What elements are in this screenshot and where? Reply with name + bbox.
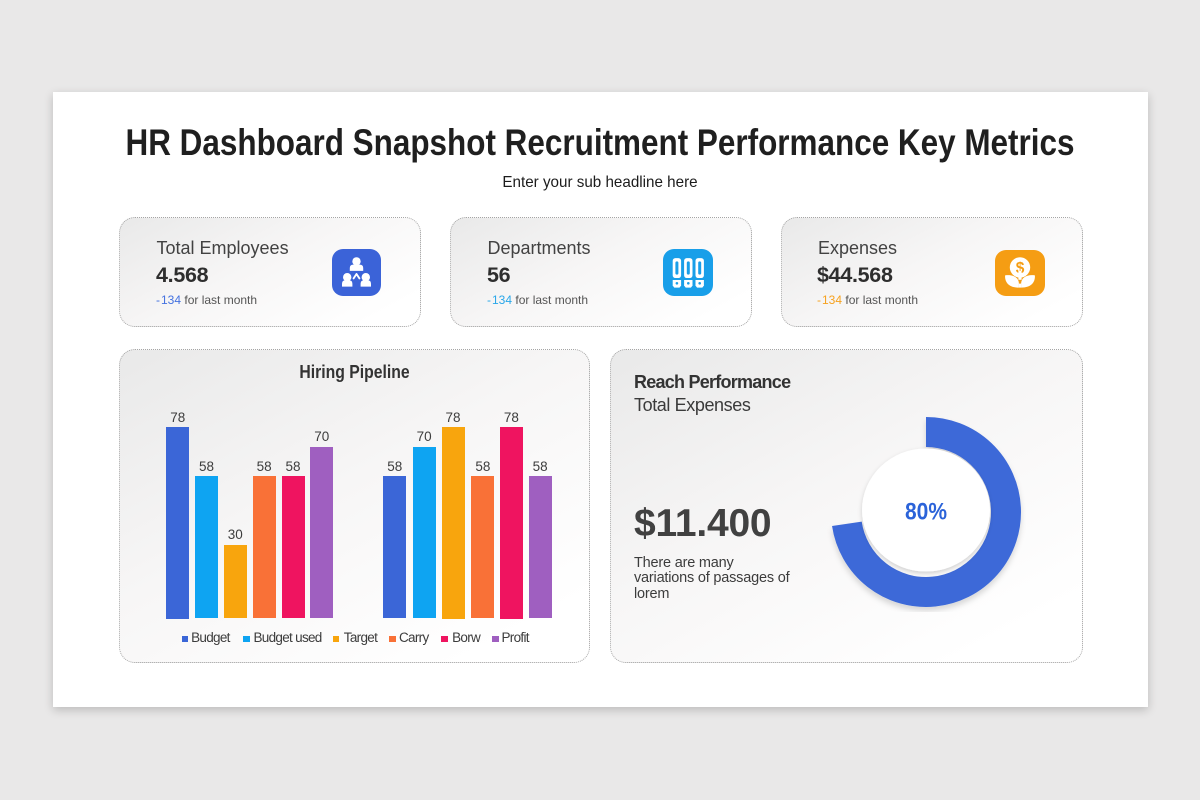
svg-text:$: $ [1016, 260, 1025, 277]
svg-text:80%: 80% [905, 499, 947, 526]
